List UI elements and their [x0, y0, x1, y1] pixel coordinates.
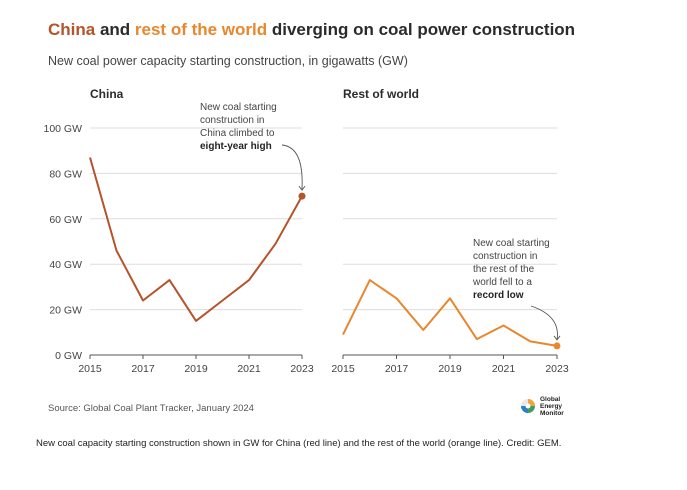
x-tick-label: 2023	[545, 363, 569, 375]
x-tick-label: 2023	[290, 363, 314, 375]
annotation-line: New coal starting	[200, 102, 277, 113]
x-tick-label: 2017	[131, 363, 155, 375]
annotation-line: China climbed to	[200, 128, 275, 139]
y-tick-label: 80 GW	[49, 168, 82, 180]
annotation-line: construction in	[200, 115, 264, 126]
x-tick-label: 2017	[385, 363, 409, 375]
annotation-line: construction in	[473, 251, 537, 262]
annotation-line: world fell to a	[472, 277, 532, 288]
logo-line: Monitor	[540, 410, 564, 417]
annotation-bold: eight-year high	[200, 141, 272, 152]
title-china: China	[48, 20, 96, 39]
annotation-line: the rest of the	[473, 264, 535, 275]
annotation-bold: record low	[473, 290, 524, 301]
annotation-arrow	[530, 305, 558, 340]
series-line-china	[89, 157, 303, 322]
panel-title-china: China	[90, 87, 124, 101]
source-note: Source: Global Coal Plant Tracker, Janua…	[48, 403, 254, 414]
title-rest: diverging on coal power construction	[267, 20, 576, 39]
title-rest-of-world: rest of the world	[134, 20, 268, 39]
x-tick-label: 2015	[331, 363, 355, 375]
x-tick-label: 2021	[492, 363, 516, 375]
figure-caption: New coal capacity starting construction …	[36, 438, 562, 449]
title-and: and	[95, 20, 135, 39]
panel-title-rest-of-world: Rest of world	[343, 87, 419, 101]
annotation-line: New coal starting	[473, 238, 550, 249]
y-tick-label: 100 GW	[43, 123, 82, 135]
y-tick-label: 20 GW	[49, 305, 82, 317]
x-tick-label: 2021	[237, 363, 261, 375]
annotation-arrow	[281, 144, 303, 190]
annotation-arrowhead	[298, 185, 306, 191]
globe-icon	[521, 399, 535, 413]
logo-text: Global Energy Monitor	[540, 396, 564, 417]
x-tick-label: 2019	[438, 363, 462, 375]
y-tick-label: 0 GW	[55, 350, 82, 362]
annotation-arrowhead	[553, 335, 561, 341]
y-tick-label: 60 GW	[49, 214, 82, 226]
chart-figure: China and rest of the world diverging on…	[36, 10, 598, 420]
chart-title: China and rest of the world diverging on…	[48, 20, 575, 40]
gem-logo: Global Energy Monitor	[518, 396, 598, 422]
logo-line: Energy	[540, 403, 563, 410]
end-point-china	[298, 192, 306, 200]
x-tick-label: 2015	[78, 363, 102, 375]
y-tick-label: 40 GW	[49, 259, 82, 271]
series-line-rest-of-world	[342, 279, 558, 347]
chart-subtitle: New coal power capacity starting constru…	[48, 54, 408, 68]
x-tick-label: 2019	[184, 363, 208, 375]
logo-line: Global	[540, 396, 561, 403]
end-point-rest-of-world	[553, 342, 561, 350]
